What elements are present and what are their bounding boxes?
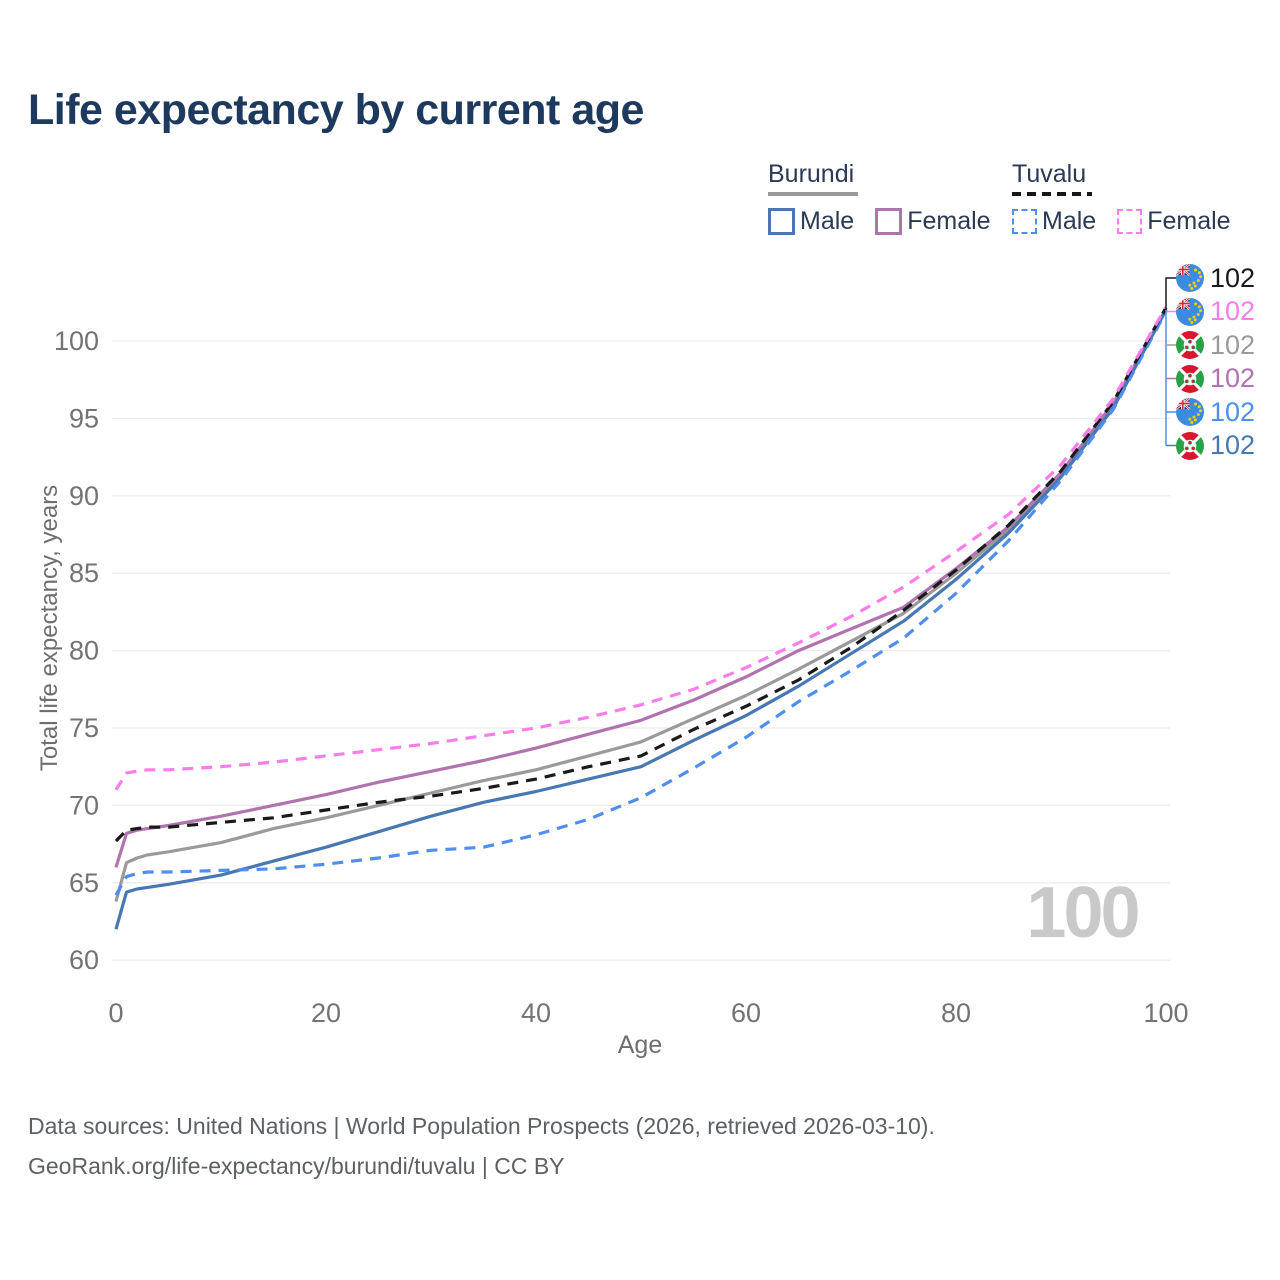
series-tuvalu-female — [114, 306, 1168, 791]
endpoint-value: 102 — [1210, 363, 1256, 393]
x-axis-title: Age — [618, 1031, 662, 1059]
y-tick-label: 90 — [69, 481, 99, 511]
burundi-female-label: Female — [907, 207, 991, 235]
age-counter-watermark: 100 — [1026, 873, 1140, 953]
y-tick-label: 60 — [69, 945, 99, 975]
y-tick-label: 75 — [69, 713, 99, 743]
y-tick-label: 70 — [69, 790, 99, 820]
tuvalu-female-label: Female — [1147, 207, 1231, 235]
endpoint-label-tuvalu-male: 102 — [1176, 396, 1256, 427]
endpoint-label-burundi: 102 — [1176, 329, 1256, 360]
burundi-flag-icon — [1176, 431, 1204, 460]
connector — [1165, 277, 1176, 310]
endpoint-label-burundi-female: 102 — [1176, 363, 1256, 393]
tuvalu-flag-icon — [1176, 264, 1204, 292]
x-tick-label: 0 — [108, 998, 123, 1028]
x-tick-label: 60 — [731, 998, 761, 1028]
endpoint-value: 102 — [1210, 329, 1256, 360]
series-tuvalu — [114, 306, 1168, 843]
endpoint-label-tuvalu: 102 — [1176, 262, 1256, 293]
endpoint-value: 102 — [1210, 396, 1256, 427]
legend-country-tuvalu: Tuvalu — [1012, 160, 1087, 188]
footer: Data sources: United Nations | World Pop… — [28, 1106, 935, 1186]
tuvalu-male-swatch — [1012, 209, 1037, 234]
x-tick-label: 20 — [311, 998, 341, 1028]
endpoint-value: 102 — [1210, 262, 1256, 293]
series-burundi-male — [114, 309, 1168, 930]
endpoint-label-tuvalu-female: 102 — [1176, 296, 1256, 326]
burundi-flag-icon — [1176, 364, 1204, 393]
endpoint-label-burundi-male: 102 — [1176, 430, 1256, 460]
y-tick-label: 80 — [69, 636, 99, 666]
y-tick-label: 85 — [69, 558, 99, 588]
endpoint-value: 102 — [1210, 296, 1256, 326]
tuvalu-flag-icon — [1176, 398, 1204, 426]
x-tick-label: 80 — [941, 998, 971, 1028]
burundi-female-swatch — [875, 208, 903, 235]
legend-country-burundi: Burundi — [768, 160, 855, 188]
tuvalu-male-label: Male — [1042, 207, 1097, 235]
series-burundi-female — [114, 308, 1168, 868]
burundi-male-label: Male — [800, 207, 855, 235]
y-axis-title: Total life expectancy, years — [36, 485, 63, 771]
footer-sources: Data sources: United Nations | World Pop… — [28, 1113, 935, 1139]
tuvalu-line-sample — [1012, 192, 1092, 196]
burundi-flag-icon — [1176, 331, 1204, 359]
legend-group-burundi: Burundi Male Female — [768, 160, 991, 236]
tuvalu-flag-icon — [1176, 297, 1204, 326]
page-title: Life expectancy by current age — [28, 86, 644, 134]
x-tick-label: 100 — [1143, 998, 1188, 1028]
footer-attribution: GeoRank.org/life-expectancy/burundi/tuva… — [28, 1153, 565, 1179]
endpoint-value: 102 — [1210, 430, 1256, 460]
series-tuvalu-male — [114, 310, 1168, 896]
y-tick-label: 65 — [69, 868, 99, 898]
chart-canvas: 60 65 70 75 80 85 90 95 100 0 20 40 60 80 100 Age Total … — [36, 277, 1189, 1059]
tuvalu-female-swatch — [1117, 209, 1143, 234]
y-tick-label: 95 — [69, 403, 99, 433]
burundi-line-sample — [768, 192, 858, 196]
legend-group-tuvalu: Tuvalu Male Female — [1012, 160, 1231, 236]
burundi-male-swatch — [768, 208, 795, 235]
series-burundi — [114, 309, 1168, 902]
x-tick-label: 40 — [521, 998, 551, 1028]
y-tick-label: 100 — [54, 326, 99, 356]
